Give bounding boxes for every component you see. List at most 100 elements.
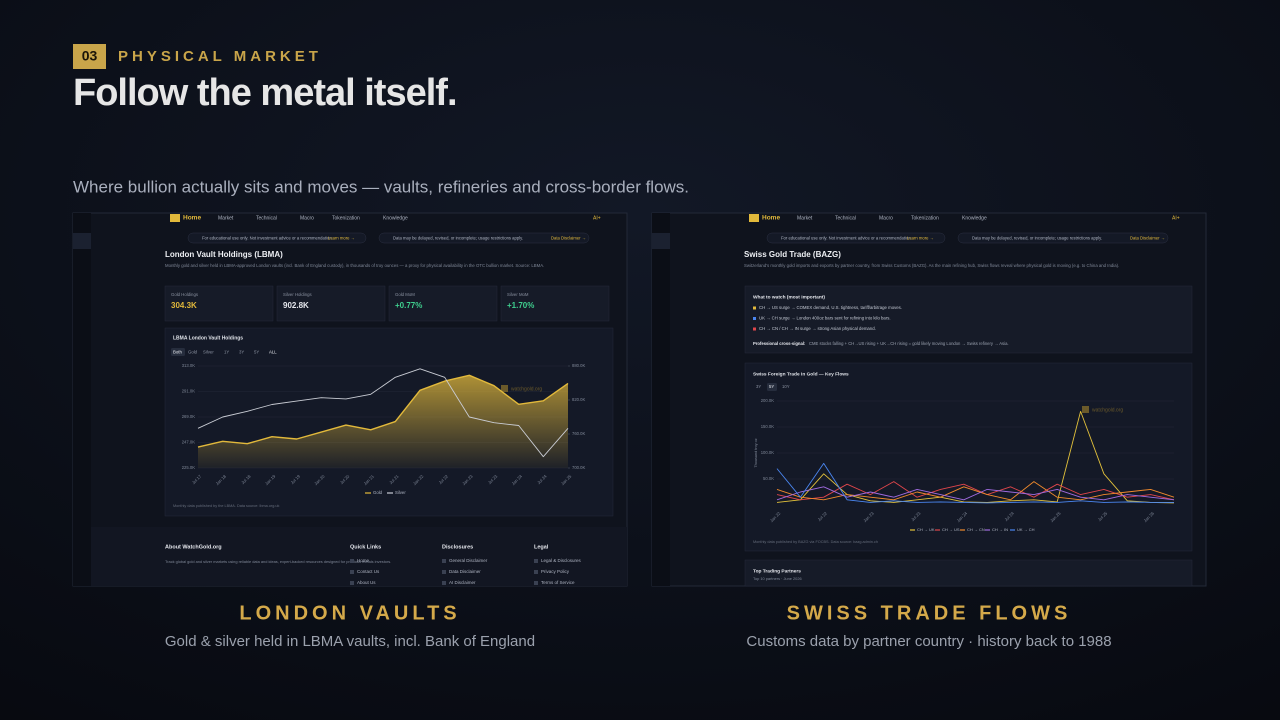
notice xyxy=(957,232,1169,244)
chart-button-active xyxy=(171,348,185,356)
chart-button[interactable]: 3Y xyxy=(756,384,761,389)
nav-home: Home xyxy=(762,215,780,222)
y-axis-label: Thousand troy oz xyxy=(754,438,758,467)
footer-heading: About WatchGold.org xyxy=(165,544,222,550)
footer-link[interactable]: Terms of Service xyxy=(541,580,575,585)
area xyxy=(198,375,568,468)
nav-ai: AI+ xyxy=(593,215,601,221)
section-label: PHYSICAL MARKET xyxy=(118,48,322,65)
chart-button[interactable]: Gold xyxy=(188,350,198,355)
series-line xyxy=(776,481,1175,501)
nav-item: Macro xyxy=(879,215,893,221)
stat-label: Gold MoM xyxy=(395,292,415,297)
footer-link[interactable]: General Disclaimer xyxy=(449,558,488,563)
watch-title: What to watch (most important) xyxy=(753,294,825,300)
caption-text: Customs data by partner country · histor… xyxy=(746,633,1111,650)
x-tick-label: Jul 23 xyxy=(487,473,499,485)
chart-button[interactable]: 10Y xyxy=(782,384,790,389)
legend-label: CH → IN xyxy=(992,527,1008,532)
chart-button[interactable]: 1Y xyxy=(224,350,229,355)
caption-title: LONDON VAULTS xyxy=(239,602,460,624)
chart-button[interactable]: 5Y xyxy=(769,384,774,389)
chart-button[interactable]: Both xyxy=(173,350,182,355)
footer-heading: Quick Links xyxy=(350,544,381,550)
footer-link[interactable]: Contact Us xyxy=(357,569,380,574)
watch-item: UK → CH surge → London 400oz bars sent f… xyxy=(759,316,891,321)
legend-label: CH → UK xyxy=(917,527,935,532)
y-tick-label: 269.0K xyxy=(182,414,195,419)
legend-label: CH → CN xyxy=(967,527,985,532)
stat-value: +0.77% xyxy=(395,301,422,310)
stat-label: Silver Holdings xyxy=(283,292,312,297)
notice-link: Data Disclaimer → xyxy=(1130,236,1165,241)
x-tick-label: Jul 21 xyxy=(388,473,400,485)
stat-card xyxy=(276,285,386,322)
notice xyxy=(187,232,367,244)
legend-label: CH → US xyxy=(942,527,960,532)
bullet xyxy=(753,327,756,331)
signal-text: CME stocks falling + CH→US rising + UK→C… xyxy=(809,341,1009,346)
nav-item: Macro xyxy=(300,215,314,221)
watermark: watchgold.org xyxy=(511,386,542,392)
stat-card xyxy=(164,285,274,322)
y-tick-label: 247.0K xyxy=(182,440,195,445)
stat-label: Gold Holdings xyxy=(171,292,198,297)
y-tick-label: 100.0K xyxy=(761,450,774,455)
legend-label: Silver xyxy=(395,490,406,495)
sidebar xyxy=(73,213,91,586)
chart-panel xyxy=(744,362,1193,552)
chart-button[interactable]: Silver xyxy=(203,350,214,355)
x-tick-label: Jul 18 xyxy=(240,473,252,485)
x-tick-label: Jul 22 xyxy=(817,510,829,522)
legend-label: UK → CH xyxy=(1017,527,1035,532)
series-line xyxy=(776,462,1174,504)
footer-link[interactable]: Privacy Policy xyxy=(541,569,570,574)
page-heading: Swiss Gold Trade (BAZG) xyxy=(744,250,841,259)
footer-icon xyxy=(350,559,354,563)
slide-title: Follow the metal itself. xyxy=(73,72,457,114)
notice-link: Learn more → xyxy=(328,236,355,241)
stat-value: 304.3K xyxy=(171,301,197,310)
nav-ai: AI+ xyxy=(1172,215,1180,221)
y-tick-label: 50.0K xyxy=(763,476,774,481)
chart-button[interactable]: 3Y xyxy=(239,350,244,355)
nav-item: Tokenization xyxy=(332,215,360,221)
notice-link: Data Disclaimer → xyxy=(551,236,586,241)
chart-title: LBMA London Vault Holdings xyxy=(173,335,243,341)
nav-item: Technical xyxy=(835,215,856,221)
stat-card xyxy=(388,285,498,322)
nav-item: Technical xyxy=(256,215,277,221)
footer-icon xyxy=(442,559,446,563)
footer-link[interactable]: About Us xyxy=(357,580,376,585)
notice xyxy=(766,232,946,244)
screenshot: Home Market Technical Macro Tokenization Know… xyxy=(651,212,1207,587)
chart-button[interactable]: 5Y xyxy=(254,350,259,355)
footer-text: Track global gold and silver markets usi… xyxy=(165,559,391,564)
nav-item: Market xyxy=(218,215,234,221)
footer-link[interactable]: Home xyxy=(357,558,370,563)
footer-icon xyxy=(534,581,538,585)
notice-text: Data may be delayed, revised, or incompl… xyxy=(972,236,1102,241)
watch-item: CH → US surge → COMEX demand, U.S. tight… xyxy=(759,305,902,310)
footer-link[interactable]: Legal & Disclosures xyxy=(541,558,582,563)
section-number: 03 xyxy=(82,48,98,64)
y-tick-label: 291.0K xyxy=(182,389,195,394)
footer-icon xyxy=(442,570,446,574)
watermark-icon xyxy=(1082,406,1089,413)
series-line xyxy=(197,368,569,458)
slide-subtitle: Where bullion actually sits and moves — … xyxy=(73,177,689,196)
x-tick-label: Jul 25 xyxy=(1097,510,1109,522)
section-badge xyxy=(73,44,106,69)
nav-home: Home xyxy=(183,215,201,222)
footer-heading: Legal xyxy=(534,544,549,550)
chart-button[interactable]: ALL xyxy=(269,350,277,355)
legend-label: Gold xyxy=(373,490,383,495)
footer-link[interactable]: Data Disclaimer xyxy=(449,569,481,574)
footer xyxy=(91,527,627,586)
footer-link[interactable]: AI Disclaimer xyxy=(449,580,476,585)
partners-text: Top 10 partners · June 2026 xyxy=(753,576,802,581)
watermark: watchgold.org xyxy=(1092,407,1123,413)
chart-footnote: Monthly data published by BAZG via FOCBS… xyxy=(753,540,878,544)
page-heading: London Vault Holdings (LBMA) xyxy=(165,250,283,259)
y-tick-label: 225.0K xyxy=(182,465,195,470)
